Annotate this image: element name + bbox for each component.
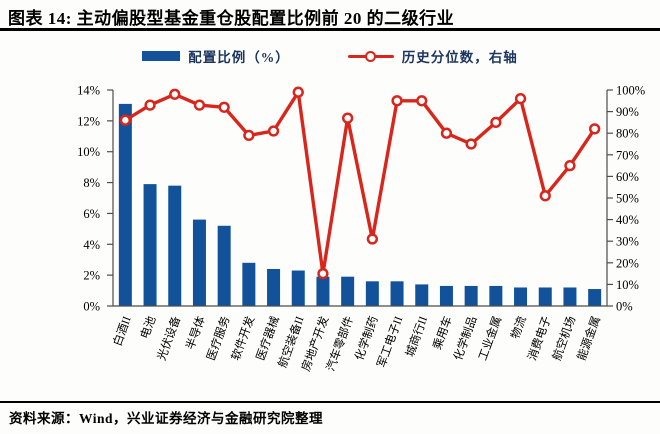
footer-divider	[0, 401, 660, 403]
line-swatch-icon	[347, 50, 394, 62]
right-axis-label: 90%	[616, 105, 639, 119]
bar	[489, 285, 503, 306]
bar-swatch-icon	[142, 51, 181, 61]
bar	[192, 219, 206, 306]
line-point	[267, 125, 280, 137]
line-point	[490, 116, 502, 129]
right-axis-label: 50%	[616, 192, 639, 206]
line-point	[440, 127, 453, 139]
right-axis-label: 20%	[616, 256, 639, 270]
x-axis-label: 电池	[138, 314, 158, 341]
left-axis-label: 2%	[83, 269, 100, 283]
line-point	[317, 267, 329, 280]
left-axis-label: 0%	[83, 300, 100, 314]
line-point	[366, 233, 379, 245]
bar	[439, 285, 453, 306]
legend-label-percentile: 历史分位数，右轴	[401, 50, 518, 65]
line-point	[218, 101, 230, 113]
x-axis-label: 工业金属	[475, 314, 504, 362]
right-axis-label: 30%	[616, 235, 639, 249]
line-point	[564, 159, 576, 172]
bar	[316, 276, 330, 306]
line-point	[514, 92, 527, 105]
x-axis-label: 军工电子II	[375, 314, 406, 369]
line-point	[416, 95, 428, 107]
right-axis-label: 80%	[616, 127, 639, 141]
x-axis-label: 城商行II	[402, 314, 430, 359]
bar	[415, 284, 429, 306]
combo-chart: 0% 2% 4% 6% 8% 10% 12% 14% 0% 10% 20% 30% 40% 50% 60% 7…	[77, 84, 645, 374]
x-axis-label: 物流	[508, 314, 529, 341]
line-point	[193, 99, 206, 111]
line-point	[144, 99, 156, 111]
bar	[168, 185, 182, 306]
legend-item-percentile: 历史分位数，右轴	[347, 46, 518, 66]
right-axis-label: 70%	[616, 148, 639, 162]
bar	[365, 281, 379, 306]
bar	[291, 270, 305, 306]
bar	[267, 268, 281, 306]
bar	[538, 287, 552, 306]
line-point	[169, 88, 181, 100]
source-note: 资料来源：Wind，兴业证券经济与金融研究院整理	[9, 411, 324, 426]
bar	[143, 184, 157, 306]
x-axis-label: 医疗器械	[253, 314, 282, 362]
bar	[464, 285, 478, 306]
line-point	[589, 123, 601, 135]
title-divider	[0, 28, 660, 31]
x-axis-label: 软件开发	[228, 314, 257, 362]
x-axis-label: 半导体	[183, 314, 208, 352]
x-axis-label: 医疗服务	[204, 314, 233, 362]
line-point	[292, 86, 304, 98]
bar	[390, 281, 404, 306]
legend-item-allocation: 配置比例（%）	[142, 46, 290, 66]
x-axis-label: 能源金属	[574, 314, 603, 362]
left-axis-label: 14%	[77, 84, 100, 98]
line-point	[243, 129, 255, 142]
bar	[588, 289, 602, 306]
x-axis-label: 光伏设备	[154, 314, 183, 362]
x-axis-label: 乘用车	[430, 314, 455, 351]
right-axis-label: 40%	[616, 213, 639, 227]
x-axis-label: 航空机场	[549, 314, 578, 362]
bar	[217, 225, 231, 306]
chart-legend: 配置比例（%） 历史分位数，右轴	[0, 46, 660, 66]
line-point	[342, 112, 354, 124]
left-axis-label: 6%	[83, 207, 100, 221]
line-point	[391, 95, 403, 107]
x-axis-label: 化学制品	[451, 314, 480, 362]
right-axis-label: 10%	[616, 278, 639, 292]
x-axis-label: 化学制药	[352, 314, 381, 362]
bar	[514, 287, 528, 306]
left-axis-label: 12%	[77, 114, 100, 128]
bar	[242, 262, 256, 306]
bar	[563, 287, 577, 306]
x-axis-label: 白酒II	[110, 314, 134, 348]
legend-label-allocation: 配置比例（%）	[188, 50, 290, 65]
line-point	[119, 114, 131, 126]
right-axis-label: 0%	[616, 300, 633, 314]
left-axis-label: 10%	[77, 145, 100, 159]
x-axis-label: 消费电子	[525, 314, 554, 362]
line-point	[465, 138, 477, 150]
figure-title: 图表 14: 主动偏股型基金重仓股配置比例前 20 的二级行业	[8, 9, 455, 28]
bar	[118, 103, 132, 306]
right-axis-label: 60%	[616, 170, 639, 184]
left-axis-label: 4%	[83, 238, 100, 252]
left-axis-label: 8%	[83, 176, 100, 190]
line-point	[539, 190, 551, 202]
right-axis-label: 100%	[616, 84, 645, 98]
bar	[341, 276, 355, 306]
